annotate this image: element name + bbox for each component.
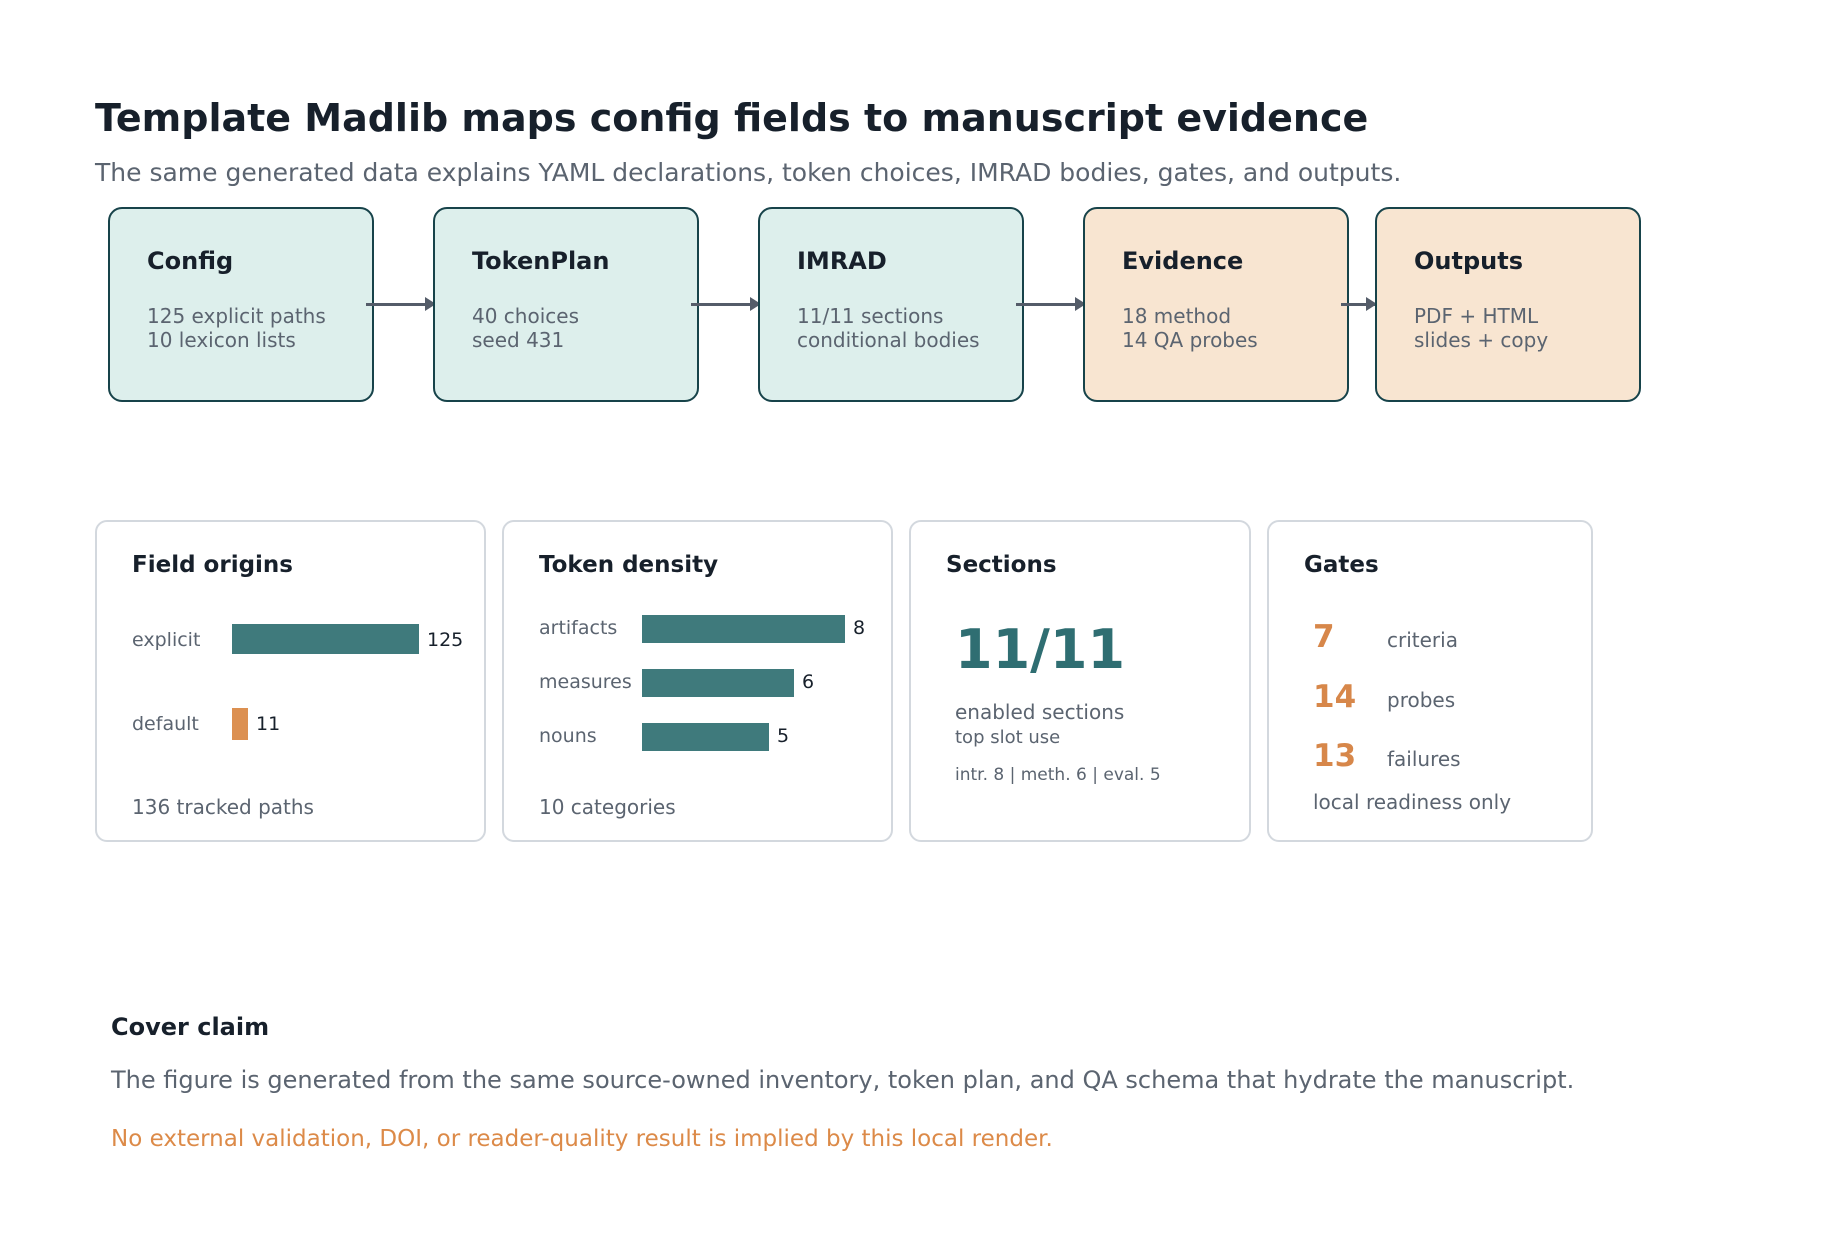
gate-label: failures bbox=[1387, 747, 1461, 771]
bar-label: default bbox=[132, 713, 199, 735]
panel-title: Sections bbox=[946, 552, 1057, 578]
sections-subcaption: top slot use bbox=[955, 727, 1061, 748]
bar-value: 11 bbox=[256, 713, 281, 735]
gate-number: 14 bbox=[1313, 679, 1357, 715]
bar-value: 5 bbox=[777, 725, 790, 747]
stage-detail: 40 choices bbox=[472, 304, 579, 328]
gate-number: 13 bbox=[1313, 738, 1357, 774]
stage-evidence: Evidence 18 method 14 QA probes bbox=[1083, 207, 1349, 402]
stage-detail: conditional bodies bbox=[797, 328, 980, 352]
gate-label: probes bbox=[1387, 688, 1456, 712]
panel-token-density: Token density artifacts 8 measures 6 nou… bbox=[502, 520, 893, 842]
bar-label: explicit bbox=[132, 629, 201, 651]
bar-value: 8 bbox=[853, 617, 866, 639]
panel-title: Token density bbox=[539, 552, 719, 578]
stage-detail: 125 explicit paths bbox=[147, 304, 326, 328]
stage-config: Config 125 explicit paths 10 lexicon lis… bbox=[108, 207, 374, 402]
sections-count: 11/11 bbox=[955, 618, 1126, 681]
stage-detail: 10 lexicon lists bbox=[147, 328, 296, 352]
stage-detail: 11/11 sections bbox=[797, 304, 944, 328]
gate-label: criteria bbox=[1387, 628, 1458, 652]
stage-outputs: Outputs PDF + HTML slides + copy bbox=[1375, 207, 1641, 402]
claim-note: No external validation, DOI, or reader-q… bbox=[111, 1126, 1053, 1152]
bar-label: artifacts bbox=[539, 617, 618, 639]
gate-number: 7 bbox=[1313, 619, 1335, 655]
stage-detail: seed 431 bbox=[472, 328, 565, 352]
bar-value: 6 bbox=[802, 671, 815, 693]
claim-body: The figure is generated from the same so… bbox=[111, 1066, 1575, 1094]
stage-imrad: IMRAD 11/11 sections conditional bodies bbox=[758, 207, 1024, 402]
flow-arrow bbox=[691, 297, 761, 311]
stage-title: IMRAD bbox=[797, 247, 887, 275]
panel-gates: Gates 7 criteria 14 probes 13 failures l… bbox=[1267, 520, 1593, 842]
stage-detail: slides + copy bbox=[1414, 328, 1549, 352]
panel-title: Field origins bbox=[132, 552, 293, 578]
bar-nouns bbox=[642, 723, 769, 751]
stage-detail: 14 QA probes bbox=[1122, 328, 1258, 352]
panel-footer: 10 categories bbox=[539, 795, 676, 819]
sections-caption: enabled sections bbox=[955, 700, 1125, 724]
panel-sections: Sections 11/11 enabled sections top slot… bbox=[909, 520, 1251, 842]
panel-field-origins: Field origins explicit 125 default 11 13… bbox=[95, 520, 486, 842]
panel-footer: 136 tracked paths bbox=[132, 795, 314, 819]
panel-title: Gates bbox=[1304, 552, 1379, 578]
flow-arrow bbox=[366, 297, 436, 311]
bar-measures bbox=[642, 669, 794, 697]
panel-footer: local readiness only bbox=[1313, 790, 1512, 814]
stage-title: Outputs bbox=[1414, 247, 1523, 275]
stage-title: TokenPlan bbox=[472, 247, 610, 275]
bar-default bbox=[232, 708, 248, 740]
flow-arrow bbox=[1341, 297, 1377, 311]
bar-explicit bbox=[232, 624, 419, 654]
flow-arrow bbox=[1016, 297, 1086, 311]
bar-label: measures bbox=[539, 671, 632, 693]
sections-breakdown: intr. 8 | meth. 6 | eval. 5 bbox=[955, 765, 1161, 785]
page-title: Template Madlib maps config fields to ma… bbox=[95, 96, 1369, 140]
stage-title: Config bbox=[147, 247, 234, 275]
stage-tokenplan: TokenPlan 40 choices seed 431 bbox=[433, 207, 699, 402]
stage-title: Evidence bbox=[1122, 247, 1244, 275]
bar-label: nouns bbox=[539, 725, 597, 747]
claim-title: Cover claim bbox=[111, 1013, 270, 1041]
bar-value: 125 bbox=[427, 629, 464, 651]
stage-detail: PDF + HTML bbox=[1414, 304, 1539, 328]
stage-detail: 18 method bbox=[1122, 304, 1232, 328]
page-subtitle: The same generated data explains YAML de… bbox=[95, 158, 1402, 187]
bar-artifacts bbox=[642, 615, 845, 643]
